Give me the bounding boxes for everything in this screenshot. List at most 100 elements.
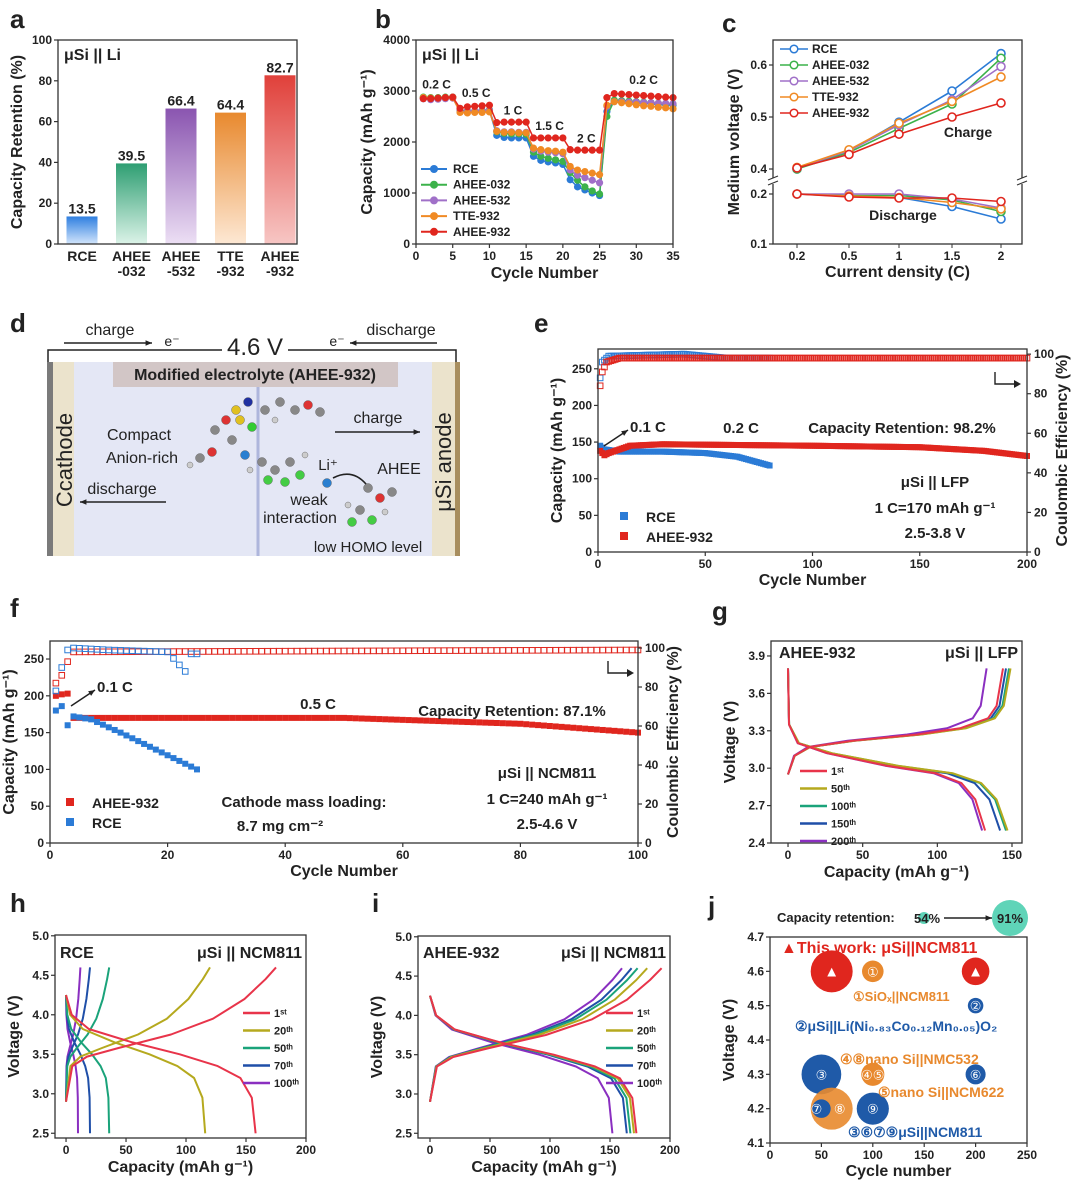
capacity-point (317, 714, 324, 721)
ce-point (593, 646, 601, 654)
loading-value: 8.7 mg cm⁻² (237, 818, 323, 835)
panel-e-cycling-chart: 0 50 100 150 200050100150200250020406080100C… (549, 347, 1071, 589)
capacity-point (117, 729, 124, 736)
bubble (862, 960, 884, 983)
data-point (595, 190, 604, 198)
ce-point (534, 647, 542, 654)
bar (116, 163, 147, 244)
y-tick-label: 0.4 (750, 162, 767, 176)
capacity-point (111, 726, 118, 733)
data-point (588, 169, 596, 177)
discharge-curve (787, 668, 987, 831)
plot-frame (49, 640, 639, 844)
data-point (559, 148, 567, 156)
panel-j-bubble-chart: ▲ ▲ ① ② ③ ④⑤ ⑥ ⑧⑦ ⑨ 0 50 100 150 200 250 4.1 4.2 4.3 4.4 4.… (721, 900, 1037, 1180)
ion-flow-arrow-head (413, 429, 420, 435)
ce-point (170, 648, 177, 655)
charge-curve (429, 967, 663, 1102)
charge-label: charge (354, 410, 403, 427)
capacity-point (458, 718, 465, 725)
ce-point (487, 647, 495, 654)
ce-point (399, 647, 407, 655)
x-tick-label: 20 (556, 249, 570, 263)
y-tick-label: 1000 (383, 186, 410, 200)
cell-annotation: μSi || NCM811 (561, 945, 666, 962)
capacity-point (52, 707, 59, 714)
data-point (566, 146, 574, 154)
molecule-atom (246, 466, 254, 474)
capacity-point (217, 714, 224, 721)
data-point (654, 103, 662, 111)
cycle-20ᵗʰ (65, 966, 211, 1134)
ce-point (528, 647, 536, 654)
y-tick-label: 4.0 (395, 1008, 412, 1022)
capacity-point (766, 462, 773, 469)
data-point (610, 89, 618, 98)
ce-point (276, 647, 283, 655)
x-tick-label: 50 (483, 1143, 497, 1157)
y-axis-title: Medium voltage (V) (726, 69, 743, 216)
data-point (894, 118, 904, 129)
capacity-point (329, 714, 336, 721)
panel-g-voltage-profile: 0 50 100 150 2.4 2.7 3.0 3.3 3.6 3.9 Capacity (mAh… (722, 640, 1023, 881)
ce-point (311, 647, 318, 655)
capacity-point (346, 715, 353, 722)
ce-point (605, 358, 613, 365)
ce-point (299, 647, 307, 655)
capacity-point (505, 720, 512, 727)
ce-point (317, 647, 324, 655)
legend-marker (66, 818, 74, 826)
ce-point (270, 647, 277, 655)
legend-marker (789, 76, 799, 86)
x-tick-label: 100 (802, 557, 822, 571)
electron-flow-arrow-head (350, 340, 357, 346)
capacity-point (352, 715, 359, 722)
y-tick-label: 2.7 (748, 799, 765, 813)
y-tick-label: 0 (585, 545, 592, 559)
capacity-point (417, 717, 424, 724)
ce-point (152, 648, 160, 655)
ce-point (405, 647, 412, 655)
legend-label: 100ᵗʰ (831, 801, 856, 813)
capacity-point (141, 740, 148, 747)
bubble-marker: ⑥ (970, 1067, 982, 1082)
discharge-label: discharge (87, 481, 156, 498)
data-point (603, 94, 611, 102)
legend-label: AHEE-932 (92, 795, 159, 811)
ce-point (176, 661, 183, 669)
data-point (507, 118, 516, 126)
ce-point (76, 645, 83, 652)
legend-marker (620, 512, 628, 520)
y2-tick-label: 60 (1034, 426, 1048, 440)
capacity-point (446, 718, 453, 725)
y-tick-label: 250 (572, 362, 592, 376)
legend-label: TTE-932 (453, 209, 500, 223)
ce-point (217, 648, 224, 655)
ce-point (328, 647, 336, 655)
y-tick-label: 4.4 (747, 1033, 764, 1047)
molecule-atom (303, 400, 313, 410)
capacity-point (599, 726, 606, 733)
series-TTE-932 (419, 94, 677, 179)
data-point (478, 102, 486, 110)
y2-axis-title: Coulombic Efficiency (%) (1054, 354, 1071, 546)
data-point (463, 109, 471, 117)
capacity-point (176, 757, 183, 764)
molecule-atom (207, 447, 217, 457)
reference-label: ③⑥⑦⑨μSi||NCM811 (848, 1124, 983, 1140)
data-point (632, 91, 640, 99)
legend-marker (430, 212, 438, 221)
x-tick-label: 0 (595, 557, 602, 571)
legend-label: AHEE-032 (453, 178, 511, 192)
bubble (961, 957, 990, 986)
capacity-point (241, 714, 248, 721)
bar-value-label: 64.4 (217, 97, 244, 113)
capacity-point (129, 735, 136, 742)
capacity-point (411, 717, 418, 724)
category-label: AHEE (261, 248, 300, 264)
bubble (861, 1062, 885, 1086)
capacity-point (529, 721, 536, 728)
ce-point (228, 648, 236, 655)
charge-label: Charge (944, 124, 992, 140)
ce-point (70, 648, 77, 656)
